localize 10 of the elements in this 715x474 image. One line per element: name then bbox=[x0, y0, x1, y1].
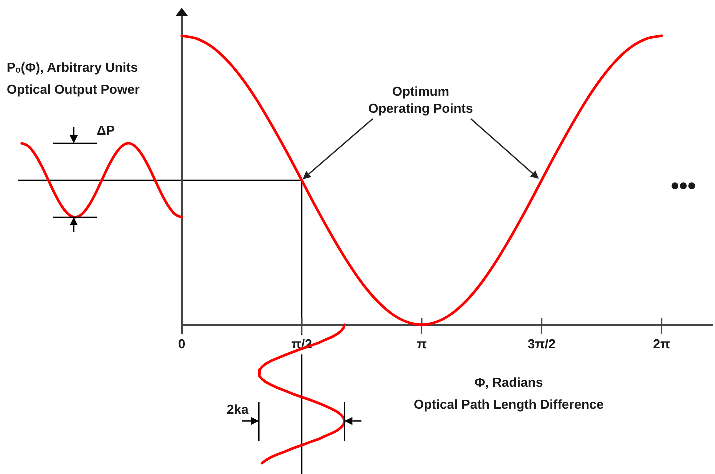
x-axis-title: Φ, Radians Optical Path Length Difference bbox=[414, 374, 604, 414]
annotation: 2ka bbox=[227, 402, 249, 418]
x-tick-label: 3π/2 bbox=[528, 336, 556, 352]
annotation: ••• bbox=[671, 173, 696, 200]
x-tick-label: 2π bbox=[653, 336, 670, 352]
x-tick-label: 0 bbox=[178, 336, 186, 352]
y-axis-title: Pₒ(Φ), Arbitrary Units Optical Output Power bbox=[7, 59, 140, 99]
text: ΔP bbox=[97, 123, 116, 139]
x-tick-label: π bbox=[416, 336, 427, 352]
annotation: Optimum Operating Points bbox=[368, 83, 474, 117]
